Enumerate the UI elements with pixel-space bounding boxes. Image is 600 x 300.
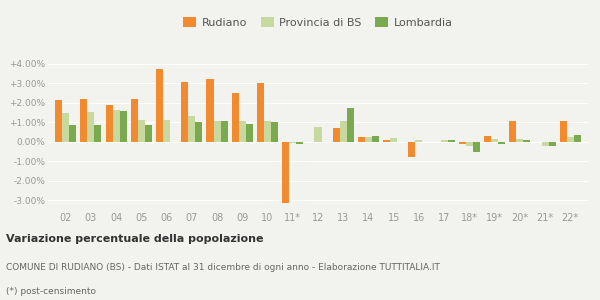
Bar [473, 142, 480, 152]
Bar [113, 110, 119, 142]
Text: (*) post-censimento: (*) post-censimento [6, 287, 96, 296]
Legend: Rudiano, Provincia di BS, Lombardia: Rudiano, Provincia di BS, Lombardia [179, 13, 457, 32]
Bar [196, 122, 202, 142]
Bar [390, 138, 397, 142]
Bar [69, 125, 76, 142]
Bar [94, 125, 101, 142]
Bar [459, 142, 466, 144]
Bar [332, 128, 340, 142]
Bar [440, 140, 448, 142]
Bar [296, 142, 304, 144]
Bar [239, 121, 246, 142]
Bar [448, 140, 455, 142]
Bar [523, 140, 530, 142]
Bar [372, 136, 379, 142]
Bar [314, 127, 322, 142]
Bar [181, 82, 188, 142]
Bar [574, 135, 581, 142]
Bar [415, 140, 422, 142]
Bar [340, 121, 347, 142]
Bar [221, 121, 227, 142]
Bar [156, 69, 163, 142]
Bar [257, 83, 264, 142]
Bar [491, 139, 498, 142]
Bar [106, 105, 113, 142]
Bar [358, 137, 365, 142]
Bar [131, 99, 138, 142]
Bar [282, 142, 289, 203]
Bar [119, 110, 127, 142]
Bar [55, 100, 62, 142]
Bar [548, 142, 556, 146]
Bar [498, 142, 505, 144]
Bar [80, 99, 88, 142]
Bar [163, 120, 170, 142]
Bar [509, 121, 517, 142]
Bar [88, 112, 94, 142]
Bar [365, 137, 372, 142]
Bar [466, 142, 473, 146]
Bar [567, 137, 574, 142]
Bar [383, 140, 390, 142]
Bar [206, 79, 214, 142]
Bar [484, 136, 491, 142]
Bar [246, 124, 253, 142]
Text: COMUNE DI RUDIANO (BS) - Dati ISTAT al 31 dicembre di ogni anno - Elaborazione T: COMUNE DI RUDIANO (BS) - Dati ISTAT al 3… [6, 263, 440, 272]
Bar [214, 121, 221, 142]
Bar [232, 93, 239, 142]
Bar [145, 125, 152, 142]
Bar [138, 120, 145, 142]
Bar [188, 116, 196, 142]
Bar [517, 139, 523, 142]
Bar [289, 142, 296, 143]
Bar [560, 121, 567, 142]
Bar [62, 112, 69, 142]
Bar [409, 142, 415, 157]
Bar [264, 121, 271, 142]
Bar [347, 108, 354, 142]
Bar [271, 122, 278, 142]
Bar [542, 142, 548, 146]
Text: Variazione percentuale della popolazione: Variazione percentuale della popolazione [6, 233, 263, 244]
